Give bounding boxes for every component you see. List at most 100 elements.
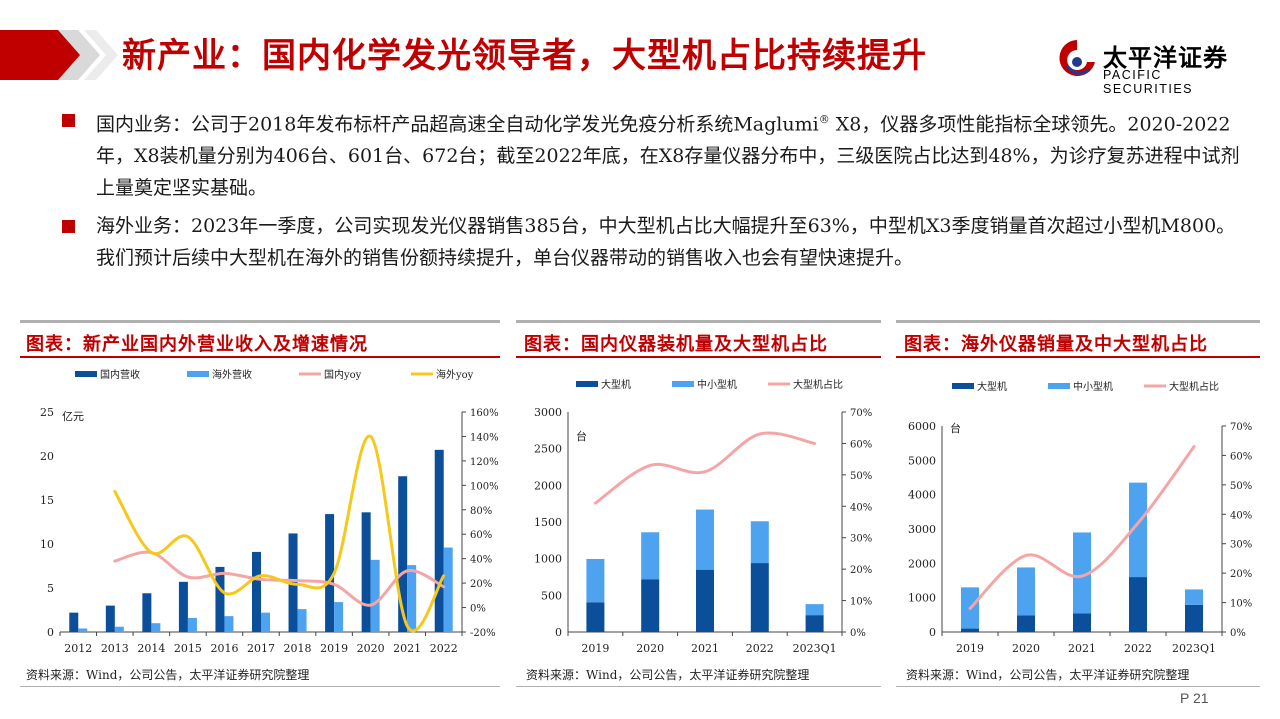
bullet-text-post: X8，仪器多项性能指标全球领先。2020-2022年，X8装机量分别为406台、… bbox=[96, 113, 1240, 200]
line-大型机占比 bbox=[593, 431, 817, 505]
y2-tick-label: 60% bbox=[850, 439, 872, 450]
bullet-text-sup: ® bbox=[818, 113, 830, 126]
panel-title-underline bbox=[516, 356, 881, 358]
y2-tick-label: -20% bbox=[470, 628, 496, 639]
bar-中小型机-2020 bbox=[641, 532, 660, 580]
x-tick-label: 2021 bbox=[393, 642, 421, 655]
logo-english-name: PACIFIC SECURITIES bbox=[1103, 68, 1194, 96]
bar-中小型机-2022 bbox=[1129, 482, 1147, 578]
unit-label: 台 bbox=[576, 429, 587, 443]
header-banner-shape bbox=[0, 30, 118, 80]
bar-中小型机-2019 bbox=[586, 558, 605, 603]
x-tick-label: 2023Q1 bbox=[1172, 642, 1216, 655]
y2-tick-label: 40% bbox=[850, 502, 872, 513]
panel-top-rule bbox=[20, 320, 500, 323]
y2-tick-label: 40% bbox=[470, 555, 492, 566]
chart-revenue: 国内营收 海外营收 国内yoy 海外yoy 0 5 10 15 20 25 -20% 0% 20% 40%… bbox=[40, 368, 499, 655]
y2-tick-label: 0% bbox=[1230, 628, 1246, 639]
page-title: 新产业：国内化学发光领导者，大型机占比持续提升 bbox=[122, 36, 927, 76]
y2-tick-label: 70% bbox=[850, 408, 872, 419]
legend-swatch-中小型机 bbox=[672, 381, 694, 387]
source-note: 资料来源：Wind，公司公告，太平洋证券研究院整理 bbox=[26, 668, 310, 682]
bar-大型机-2023Q1 bbox=[805, 615, 824, 632]
y-tick-label: 1500 bbox=[534, 516, 562, 529]
panel-title-underline bbox=[896, 356, 1260, 358]
bar-海外营收-2022 bbox=[443, 547, 453, 632]
legend-label-国内yoy: 国内yoy bbox=[324, 368, 362, 381]
y-tick-label: 2500 bbox=[534, 443, 562, 456]
panel-title-revenue: 图表：新产业国内外营业收入及增速情况 bbox=[26, 334, 368, 355]
page-number: P 21 bbox=[1180, 690, 1209, 706]
bar-大型机-2022 bbox=[750, 563, 769, 632]
bar-大型机-2019 bbox=[961, 628, 979, 632]
bar-海外营收-2017 bbox=[261, 612, 270, 632]
y2-tick-label: 60% bbox=[470, 530, 492, 541]
y2-tick-label: 50% bbox=[850, 471, 872, 482]
x-tick-label: 2018 bbox=[284, 642, 312, 655]
bullet-text-pre: 国内业务：公司于2018年发布标杆产品超高速全自动化学发光免疫分析系统Maglu… bbox=[96, 113, 819, 136]
y-tick-label: 3000 bbox=[534, 406, 562, 419]
bar-大型机-2020 bbox=[641, 579, 660, 632]
x-tick-label: 2016 bbox=[210, 642, 238, 655]
bar-大型机-2023Q1 bbox=[1185, 604, 1203, 632]
legend-swatch-国内营收 bbox=[75, 371, 97, 377]
y-tick-label: 10 bbox=[40, 538, 54, 551]
bullet-list: 国内业务：公司于2018年发布标杆产品超高速全自动化学发光免疫分析系统Maglu… bbox=[60, 104, 1240, 280]
x-tick-label: 2021 bbox=[1068, 642, 1096, 655]
legend-label-海外营收: 海外营收 bbox=[212, 368, 252, 381]
bullet-overseas: 海外业务：2023年一季度，公司实现发光仪器销售385台，中大型机占比大幅提升至… bbox=[60, 210, 1240, 274]
source-note: 资料来源：Wind，公司公告，太平洋证券研究院整理 bbox=[906, 668, 1190, 682]
x-tick-label: 2020 bbox=[1012, 642, 1040, 655]
y2-tick-label: 50% bbox=[1230, 481, 1252, 492]
bar-大型机-2021 bbox=[1073, 613, 1091, 632]
legend-label-国内营收: 国内营收 bbox=[100, 368, 140, 381]
y2-tick-label: 20% bbox=[1230, 569, 1252, 580]
y-tick-label: 2000 bbox=[908, 557, 936, 570]
y-tick-label: 5000 bbox=[908, 454, 936, 467]
y-tick-label: 15 bbox=[40, 494, 54, 507]
y2-tick-label: 120% bbox=[470, 457, 499, 468]
y-tick-label: 0 bbox=[929, 626, 936, 639]
y-tick-label: 25 bbox=[40, 406, 54, 419]
legend-swatch-中小型机 bbox=[1048, 383, 1070, 389]
y-tick-label: 1000 bbox=[908, 592, 936, 605]
bar-大型机-2022 bbox=[1129, 577, 1147, 632]
y-tick-label: 1000 bbox=[534, 553, 562, 566]
x-tick-label: 2017 bbox=[247, 642, 275, 655]
bar-海外营收-2020 bbox=[370, 559, 380, 632]
bar-国内营收-2019 bbox=[325, 514, 335, 632]
panel-title-underline bbox=[20, 356, 500, 358]
legend-label-大型机占比: 大型机占比 bbox=[793, 378, 843, 391]
y2-tick-label: 140% bbox=[470, 432, 499, 443]
y-tick-label: 6000 bbox=[908, 420, 936, 433]
bar-海外营收-2021 bbox=[407, 565, 417, 632]
bar-海外营收-2016 bbox=[224, 616, 234, 632]
x-tick-label: 2019 bbox=[956, 642, 984, 655]
bar-国内营收-2016 bbox=[215, 566, 225, 632]
bullet-square-icon bbox=[62, 114, 75, 127]
bar-海外营收-2014 bbox=[151, 623, 161, 632]
y-tick-label: 2000 bbox=[534, 479, 562, 492]
bar-海外营收-2019 bbox=[334, 602, 344, 632]
x-tick-label: 2022 bbox=[746, 642, 774, 655]
panel-top-rule bbox=[516, 320, 881, 323]
panel-bottom-rule bbox=[516, 686, 881, 687]
y2-tick-label: 10% bbox=[850, 597, 872, 608]
y2-tick-label: 30% bbox=[1230, 540, 1252, 551]
y-tick-label: 5 bbox=[47, 582, 54, 595]
bar-大型机-2020 bbox=[1017, 615, 1035, 632]
y2-tick-label: 20% bbox=[850, 565, 872, 576]
chart-domestic-installs: 大型机 中小型机 大型机占比 0 500 1000 1500 2000 2500 3000 0% 10… bbox=[534, 378, 872, 655]
y-tick-label: 4000 bbox=[908, 489, 936, 502]
company-logo: 太平洋证券 PACIFIC SECURITIES bbox=[1055, 36, 1255, 96]
bar-中小型机-2021 bbox=[696, 509, 714, 570]
bar-海外营收-2012 bbox=[78, 628, 88, 632]
x-tick-label: 2021 bbox=[691, 642, 719, 655]
y2-tick-label: 70% bbox=[1230, 422, 1252, 433]
y2-tick-label: 160% bbox=[470, 408, 499, 419]
source-note: 资料来源：Wind，公司公告，太平洋证券研究院整理 bbox=[526, 668, 810, 682]
y2-tick-label: 80% bbox=[470, 506, 492, 517]
x-tick-label: 2019 bbox=[320, 642, 348, 655]
logo-emblem-icon bbox=[1059, 40, 1095, 76]
y2-tick-label: 0% bbox=[850, 628, 866, 639]
